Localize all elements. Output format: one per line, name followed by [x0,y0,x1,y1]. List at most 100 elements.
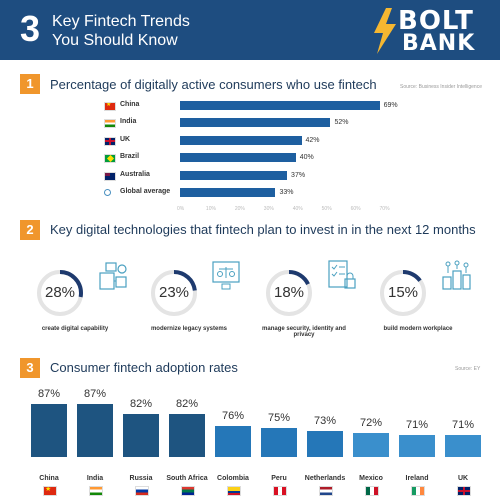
flag-china-icon: ★ [43,486,57,496]
flag-mexico-icon [365,486,379,496]
bar [180,101,380,110]
donut-category-label: manage security, identity and privacy [262,326,346,338]
bar-value-label: 42% [305,136,320,144]
donut-category-label: modernize legacy systems [150,326,228,332]
flag-australia-icon [104,171,116,181]
bar-category-label: Brazil [120,153,140,161]
logo-text-top: BOLT [398,6,474,36]
bar-value-label: 71% [405,419,429,432]
bar [445,435,481,457]
bolt-bank-logo: BOLT BANK [368,6,490,56]
bar [169,413,205,457]
bar-value-label: 33% [279,189,294,196]
donut-value-label: 23% [158,284,190,301]
bar-category-label: Peru [271,475,287,482]
lightning-bolt-icon [374,8,396,54]
bar [123,413,159,457]
bar-value-label: 87% [83,388,107,400]
bar-value-label: 52% [334,119,349,127]
bar-value-label: 82% [129,397,153,410]
donut-ring [34,267,86,324]
bar-category-label: UK [457,475,469,482]
donut-value-label: 18% [273,284,305,301]
x-tick-label: 70% [379,206,390,212]
bar [77,404,113,457]
donut-segment [266,270,312,316]
donut-value-label: 28% [44,284,76,301]
donut-segment [380,270,426,316]
flag-india-icon [104,119,116,129]
section2-title: Key digital technologies that fintech pl… [50,222,476,237]
x-tick-label: 30% [263,206,274,212]
donut-value-label: 15% [387,284,419,301]
section3-badge: 3 [20,358,40,378]
donut-ring [263,267,315,324]
x-tick-label: 20% [234,206,245,212]
section3-title: Consumer fintech adoption rates [50,360,238,375]
section3-source: Source: EY [455,366,481,372]
flag-south-africa-icon [181,486,195,496]
flag-uk-icon [104,136,116,146]
bar [31,404,67,457]
donut-ring [148,267,200,324]
x-tick-label: 10% [205,206,216,212]
bar-value-label: 37% [291,171,306,179]
modern-workplace-icon [439,259,473,298]
bar-value-label: 71% [451,419,475,432]
x-tick-label: 50% [321,206,332,212]
bar-value-label: 72% [359,417,383,430]
bar-category-label: China [120,101,140,108]
header-number: 3 [20,8,41,49]
bar [261,427,297,457]
page-title-line2: You Should Know [52,32,178,49]
bar [180,153,296,163]
bar-category-label: Mexico [359,475,383,482]
bar-value-label: 76% [221,409,245,422]
legacy-systems-icon [210,259,244,298]
bar-category-label: UK [120,135,131,143]
page-title: Key Fintech Trends You Should Know [52,12,190,50]
section2-badge: 2 [20,220,40,240]
bar-category-label: Ireland [405,475,429,482]
donut-category-label: build modern workplace [383,326,453,332]
flag-peru-icon [273,486,287,496]
flag-india-icon [89,486,103,496]
bar-category-label: South Africa [166,475,208,482]
bar [180,188,276,197]
bar-category-label: India [120,118,137,126]
flag-netherlands-icon [319,486,333,496]
bar-category-label: India [86,475,104,482]
bar-value-label: 82% [175,397,199,410]
donut-ring [377,267,429,324]
section1-source: Source: Business Insider Intelligence [400,84,482,90]
bar-category-label: China [39,475,59,482]
donut-segment [37,270,83,316]
bar-value-label: 40% [299,154,314,162]
globe-icon [104,189,111,196]
section1-title: Percentage of digitally active consumers… [50,77,377,92]
bar-value-label: 69% [383,102,398,109]
bar-category-label: Netherlands [304,475,346,482]
x-tick-label: 40% [292,206,303,212]
donut-category-label: create digital capability [41,326,109,332]
flag-colombia-icon [227,486,241,496]
x-tick-label: 0% [177,206,185,212]
page-title-line1: Key Fintech Trends [52,13,190,30]
flag-brazil-icon [104,154,116,164]
bar-category-label: Russia [129,475,153,482]
header-banner: 3 Key Fintech Trends You Should Know BOL… [0,0,500,60]
bar [180,170,288,180]
bar-value-label: 73% [313,415,337,428]
bar [180,118,331,128]
bar-category-label: Global average [120,188,171,195]
flag-china-icon: ★ [104,102,116,111]
bar-category-label: Colombia [217,475,249,482]
bar [353,433,389,457]
bar-category-label: Australia [120,170,150,178]
digital-capability-icon [96,259,130,298]
flag-russia-icon [135,486,149,496]
flag-uk-icon [457,486,471,496]
bar [307,431,343,457]
flag-ireland-icon [411,486,425,496]
security-checklist-icon [325,259,359,298]
